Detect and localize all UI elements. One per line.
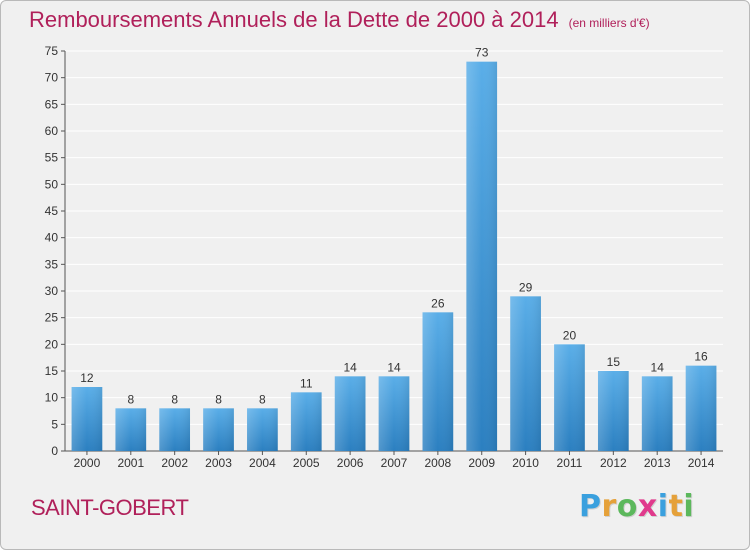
- value-label-2004: 8: [259, 392, 266, 406]
- y-tick-label: 5: [51, 417, 58, 431]
- y-tick-label: 30: [45, 284, 59, 298]
- x-tick-label-2008: 2008: [425, 456, 452, 470]
- value-label-2009: 73: [475, 46, 489, 60]
- data-labels: 12 8 8 8 8 11 14 14 26 73 29 20 15 14 16: [80, 46, 708, 407]
- x-tick-label-2014: 2014: [688, 456, 715, 470]
- y-tick-label: 10: [45, 391, 59, 405]
- value-label-2006: 14: [343, 360, 357, 374]
- y-tick-label: 70: [45, 71, 59, 85]
- y-tick-label: 45: [45, 204, 59, 218]
- y-tick-label: 60: [45, 124, 59, 138]
- x-tick-label-2012: 2012: [600, 456, 627, 470]
- value-label-2008: 26: [431, 296, 445, 310]
- x-tick-label-2000: 2000: [74, 456, 101, 470]
- y-tick-label: 40: [45, 231, 59, 245]
- bar-shine-2008: [422, 312, 454, 451]
- bar-shine-2012: [597, 371, 629, 451]
- chart-unit: (en milliers d'€): [568, 16, 650, 30]
- proxiti-logo: Proxiti: [579, 489, 695, 524]
- grid-lines: [65, 50, 723, 425]
- bar-shine-2005: [290, 392, 322, 451]
- bar-chart: 0 5 10 15 20 25 30 35 40 45 50 55 60 65 70 75 2000 2001 20…: [45, 44, 723, 470]
- y-tick-label: 20: [45, 337, 59, 351]
- value-label-2012: 15: [607, 355, 621, 369]
- bar-shine-2011: [554, 344, 585, 451]
- y-tick-label: 50: [45, 177, 59, 191]
- bar-shine-2014: [685, 365, 717, 451]
- y-tick-label: 65: [45, 97, 59, 111]
- x-tick-label-2002: 2002: [161, 456, 188, 470]
- bar-shine-2003: [203, 408, 234, 451]
- value-label-2007: 14: [387, 360, 401, 374]
- bar-shine-2010: [510, 296, 541, 451]
- bar-shine-2013: [641, 376, 673, 451]
- x-tick-label-2001: 2001: [117, 456, 144, 470]
- value-label-2003: 8: [215, 392, 222, 406]
- bar-shine-2001: [115, 408, 147, 451]
- bar-shine-2004: [247, 408, 278, 451]
- x-tick-label-2005: 2005: [293, 456, 320, 470]
- x-tick-label-2013: 2013: [644, 456, 671, 470]
- chart-title-text: Remboursements Annuels de la Dette de 20…: [29, 7, 559, 32]
- bar-shine-2009: [466, 61, 498, 452]
- commune-name: SAINT-GOBERT: [31, 495, 189, 520]
- chart-title: Remboursements Annuels de la Dette de 20…: [29, 7, 650, 33]
- x-tick-label-2006: 2006: [337, 456, 364, 470]
- x-tick-label-2009: 2009: [468, 456, 495, 470]
- y-tick-label: 15: [45, 364, 59, 378]
- value-label-2001: 8: [127, 392, 134, 406]
- y-tick-label: 25: [45, 311, 59, 325]
- value-label-2005: 11: [300, 376, 313, 390]
- y-tick-label: 35: [45, 257, 59, 271]
- x-tick-label-2011: 2011: [557, 456, 583, 470]
- value-label-2010: 29: [519, 280, 533, 294]
- x-tick-label-2003: 2003: [205, 456, 232, 470]
- bars: [71, 61, 717, 452]
- value-label-2013: 14: [651, 360, 665, 374]
- x-tick-label-2010: 2010: [512, 456, 539, 470]
- y-tick-label: 55: [45, 151, 59, 165]
- x-tick-label-2007: 2007: [381, 456, 408, 470]
- y-tick-label: 0: [51, 444, 58, 458]
- value-label-2011: 20: [563, 328, 577, 342]
- bar-shine-2000: [71, 387, 103, 451]
- value-label-2014: 16: [694, 350, 708, 364]
- bar-shine-2002: [159, 408, 191, 451]
- y-tick-label: 75: [45, 44, 59, 58]
- value-label-2000: 12: [80, 371, 94, 385]
- bar-shine-2007: [378, 376, 410, 451]
- bar-shine-2006: [334, 376, 366, 451]
- x-tick-label-2004: 2004: [249, 456, 276, 470]
- value-label-2002: 8: [171, 392, 178, 406]
